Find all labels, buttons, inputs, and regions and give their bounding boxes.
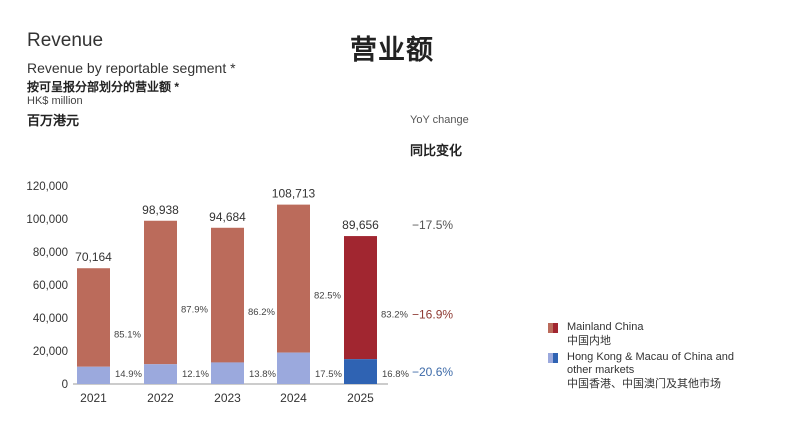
y-tick-label: 100,000 bbox=[26, 214, 68, 226]
share-label-hk-2025: 16.8% bbox=[382, 369, 409, 380]
yoy-total-label: −17.5% bbox=[412, 218, 453, 232]
bar-mainland-2023 bbox=[211, 227, 244, 363]
share-label-mainland-2023: 86.2% bbox=[248, 307, 275, 318]
share-label-mainland-2025: 83.2% bbox=[381, 310, 408, 321]
share-label-hk-2023: 13.8% bbox=[249, 369, 276, 380]
bar-hk-2024 bbox=[277, 352, 310, 384]
legend-swatch-mainland bbox=[548, 323, 558, 333]
total-label-2024: 108,713 bbox=[272, 187, 316, 201]
total-label-2022: 98,938 bbox=[142, 203, 179, 217]
subtitle-en: Revenue by reportable segment * bbox=[27, 60, 236, 76]
legend-label-hk-en: Hong Kong & Macau of China and other mar… bbox=[567, 351, 734, 376]
bar-hk-2023 bbox=[211, 362, 244, 384]
x-tick-label-2025: 2025 bbox=[347, 391, 374, 405]
share-label-hk-2022: 12.1% bbox=[182, 369, 209, 380]
x-tick-label-2024: 2024 bbox=[280, 391, 307, 405]
bar-mainland-2022 bbox=[144, 220, 177, 365]
legend-label-mainland-zh: 中国内地 bbox=[567, 335, 611, 347]
y-tick-label: 40,000 bbox=[33, 313, 68, 325]
share-label-hk-2021: 14.9% bbox=[115, 369, 142, 380]
total-label-2021: 70,164 bbox=[75, 250, 112, 264]
legend-label-hk-zh: 中国香港、中国澳门及其他市场 bbox=[567, 378, 721, 390]
y-tick-label: 80,000 bbox=[33, 247, 68, 259]
total-label-2023: 94,684 bbox=[209, 210, 246, 224]
subtitle-zh: 按可呈报分部划分的营业额 * bbox=[27, 80, 180, 94]
share-label-mainland-2024: 82.5% bbox=[314, 291, 341, 302]
legend-swatch-hk bbox=[548, 353, 558, 363]
share-label-mainland-2022: 87.9% bbox=[181, 304, 208, 315]
share-label-hk-2024: 17.5% bbox=[315, 369, 342, 380]
y-tick-label: 120,000 bbox=[26, 181, 68, 193]
yoy-mainland-label: −16.9% bbox=[412, 308, 453, 322]
title-en: Revenue bbox=[27, 30, 104, 51]
total-label-2025: 89,656 bbox=[342, 218, 379, 232]
x-tick-label-2023: 2023 bbox=[214, 391, 241, 405]
bar-hk-2025 bbox=[344, 359, 377, 384]
bar-mainland-2024 bbox=[277, 204, 310, 353]
bar-mainland-2025 bbox=[344, 236, 377, 360]
legend-label-mainland-en: Mainland China bbox=[567, 321, 644, 333]
share-label-mainland-2021: 85.1% bbox=[114, 329, 141, 340]
bar-hk-2021 bbox=[77, 366, 110, 384]
bar-mainland-2021 bbox=[77, 268, 110, 367]
x-tick-label-2022: 2022 bbox=[147, 391, 174, 405]
title-zh: 营业额 bbox=[350, 35, 434, 65]
y-tick-label: 0 bbox=[62, 379, 68, 391]
y-tick-label: 60,000 bbox=[33, 280, 68, 292]
y-tick-label: 20,000 bbox=[33, 346, 68, 358]
yoy-header-zh: 同比变化 bbox=[410, 143, 463, 158]
unit-label-en: HK$ million bbox=[27, 95, 83, 107]
bar-hk-2022 bbox=[144, 364, 177, 384]
unit-label-zh: 百万港元 bbox=[27, 113, 80, 128]
x-tick-label-2021: 2021 bbox=[80, 391, 107, 405]
yoy-header-en: YoY change bbox=[410, 114, 469, 126]
yoy-hk-label: −20.6% bbox=[412, 365, 453, 379]
